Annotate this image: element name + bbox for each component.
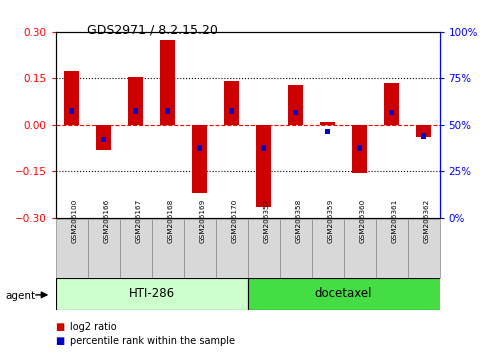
- Bar: [248, 219, 280, 278]
- Bar: [312, 219, 343, 278]
- Bar: [215, 219, 248, 278]
- Text: ■: ■: [56, 336, 65, 346]
- Text: GSM206362: GSM206362: [424, 199, 429, 243]
- Text: GSM206361: GSM206361: [392, 199, 398, 243]
- Bar: [64, 70, 79, 125]
- Text: GDS2971 / 8.2.15.20: GDS2971 / 8.2.15.20: [87, 23, 218, 36]
- Bar: [357, 145, 362, 151]
- Bar: [96, 125, 111, 150]
- Text: GSM206357: GSM206357: [264, 199, 270, 243]
- Text: GSM206167: GSM206167: [136, 199, 142, 243]
- Bar: [56, 278, 248, 310]
- Bar: [320, 122, 335, 125]
- Text: percentile rank within the sample: percentile rank within the sample: [70, 336, 235, 346]
- Bar: [192, 125, 207, 193]
- Text: agent: agent: [6, 291, 36, 301]
- Bar: [326, 129, 329, 134]
- Bar: [229, 108, 234, 114]
- Bar: [152, 219, 184, 278]
- Bar: [166, 108, 170, 114]
- Bar: [389, 110, 394, 115]
- Bar: [198, 145, 201, 151]
- Bar: [288, 85, 303, 125]
- Bar: [87, 219, 120, 278]
- Bar: [184, 219, 215, 278]
- Text: GSM206166: GSM206166: [103, 199, 110, 243]
- Bar: [160, 40, 175, 125]
- Text: GSM206360: GSM206360: [359, 199, 366, 243]
- Bar: [133, 108, 138, 114]
- Bar: [416, 125, 431, 137]
- Text: GSM206170: GSM206170: [231, 199, 238, 243]
- Text: GSM206358: GSM206358: [296, 199, 301, 243]
- Text: GSM206100: GSM206100: [71, 199, 78, 243]
- Bar: [128, 77, 143, 125]
- Text: GSM206169: GSM206169: [199, 199, 206, 243]
- Text: GSM206168: GSM206168: [168, 199, 173, 243]
- Bar: [248, 278, 455, 310]
- Bar: [422, 133, 426, 139]
- Text: log2 ratio: log2 ratio: [70, 322, 117, 332]
- Bar: [376, 219, 408, 278]
- Bar: [256, 125, 271, 207]
- Bar: [120, 219, 152, 278]
- Bar: [70, 108, 73, 114]
- Text: docetaxel: docetaxel: [315, 287, 372, 300]
- Bar: [56, 219, 87, 278]
- Bar: [224, 81, 239, 125]
- Bar: [384, 83, 399, 125]
- Bar: [352, 125, 367, 173]
- Text: GSM206359: GSM206359: [327, 199, 334, 243]
- Bar: [101, 137, 106, 142]
- Bar: [280, 219, 312, 278]
- Bar: [343, 219, 376, 278]
- Text: HTI-286: HTI-286: [128, 287, 174, 300]
- Text: ■: ■: [56, 322, 65, 332]
- Bar: [294, 110, 298, 115]
- Bar: [261, 145, 266, 151]
- Bar: [408, 219, 440, 278]
